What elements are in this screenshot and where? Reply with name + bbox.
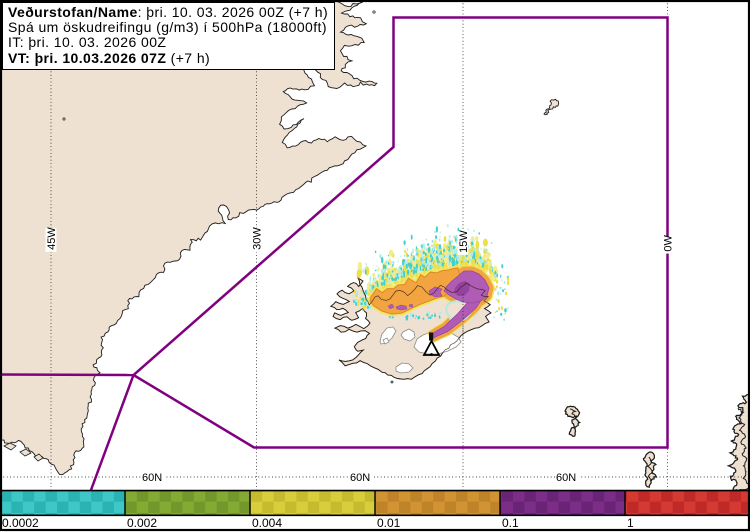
svg-text:0.002: 0.002: [127, 516, 157, 530]
svg-text:0.1: 0.1: [502, 516, 519, 530]
svg-text:45W: 45W: [46, 227, 58, 250]
svg-text:0.004: 0.004: [252, 516, 282, 530]
svg-text:60N: 60N: [556, 472, 576, 484]
svg-text:60N: 60N: [350, 472, 370, 484]
svg-text:0.01: 0.01: [377, 516, 401, 530]
svg-text:30W: 30W: [252, 227, 264, 250]
svg-text:0.0002: 0.0002: [2, 516, 39, 530]
svg-text:15W: 15W: [458, 230, 470, 253]
svg-text:1: 1: [627, 516, 634, 530]
svg-text:0W: 0W: [663, 234, 675, 251]
svg-text:60N: 60N: [142, 472, 162, 484]
